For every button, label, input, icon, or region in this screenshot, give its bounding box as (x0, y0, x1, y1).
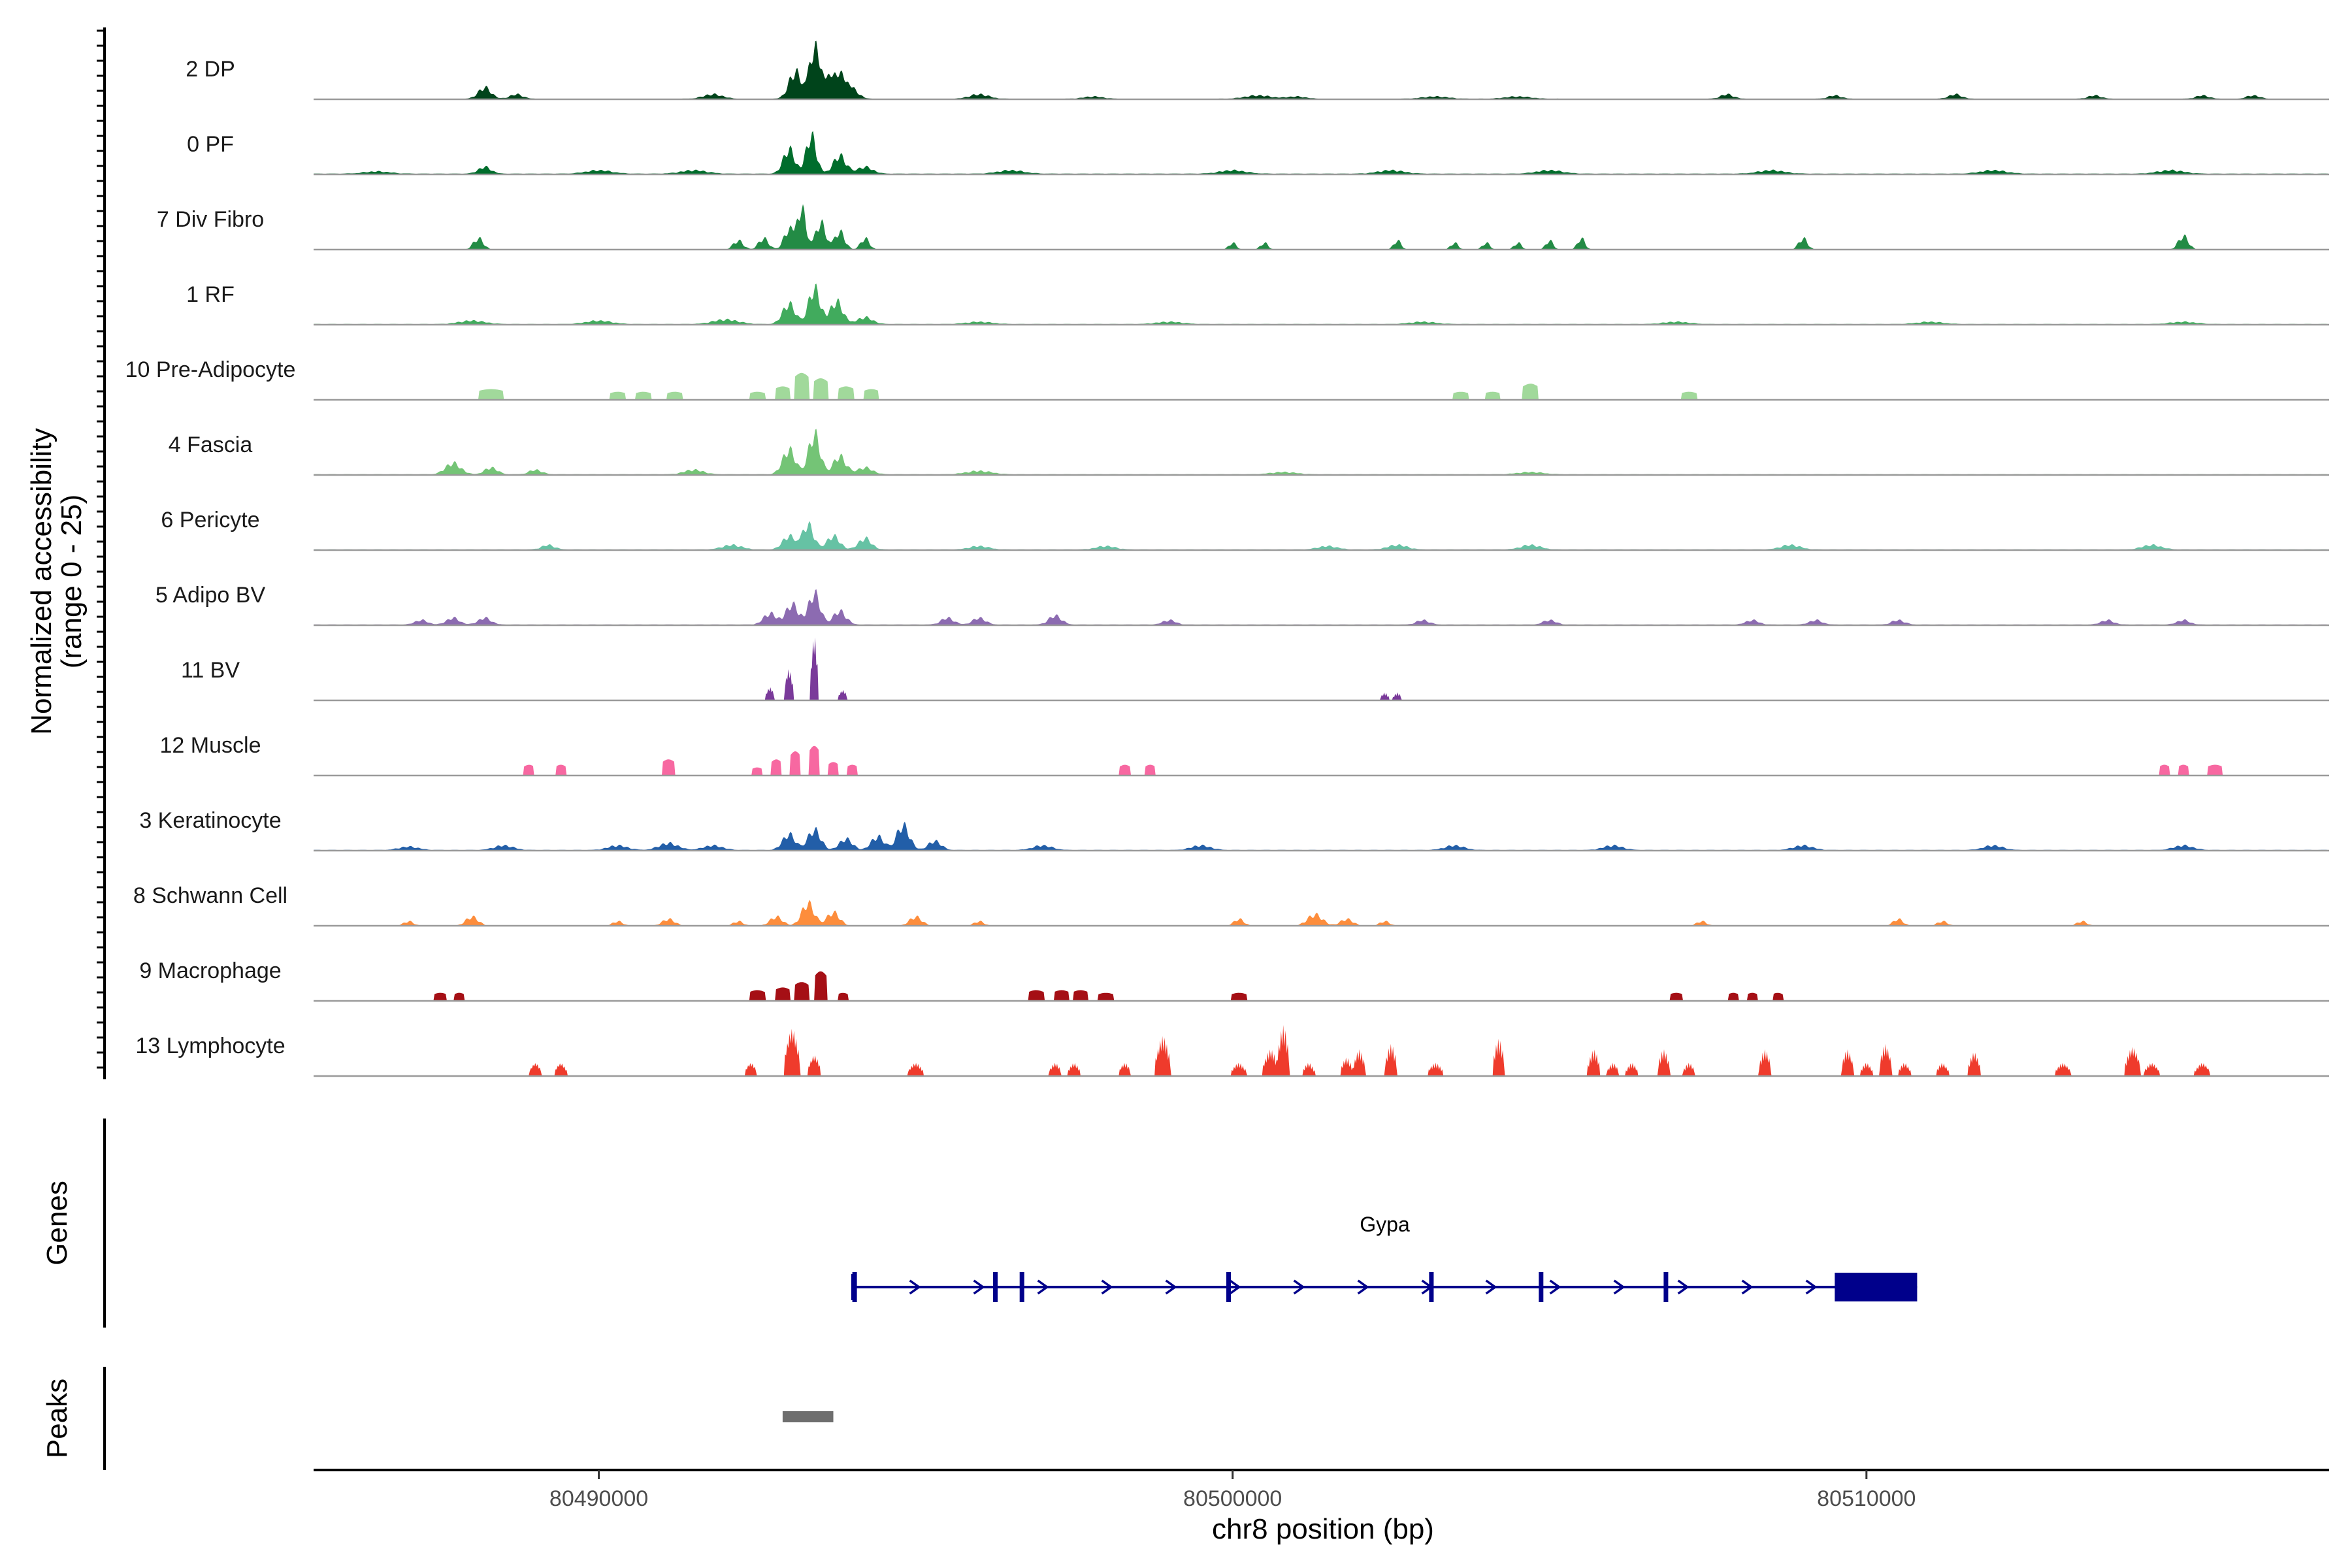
coverage-area (314, 41, 2328, 99)
strand-arrow (1101, 1279, 1113, 1295)
peaks-panel-label: Peaks (41, 1379, 73, 1458)
coverage-area (314, 589, 2328, 625)
track-label: 10 Pre-Adipocyte (125, 357, 296, 382)
coverage-area (314, 131, 2328, 174)
track-label: 2 DP (186, 57, 235, 82)
track-label: 4 Fascia (169, 433, 253, 457)
genes-panel-label: Genes (41, 1181, 73, 1266)
gene-models: Gypa (851, 1213, 1918, 1302)
strand-arrow (1613, 1279, 1625, 1295)
coverage-area (314, 1024, 2328, 1076)
gene-gypa: Gypa (851, 1213, 1918, 1302)
x-tick-label: 80490000 (549, 1486, 648, 1511)
track-label: 11 BV (181, 658, 240, 683)
gene-exon (1663, 1272, 1669, 1302)
strand-arrow (1741, 1279, 1754, 1295)
x-axis: 80490000 80500000 80510000 (314, 1469, 2329, 1511)
track-label: 9 Macrophage (139, 958, 281, 983)
strand-arrow (1549, 1279, 1561, 1295)
strand-arrow (1293, 1279, 1305, 1295)
x-axis-title: chr8 position (bp) (1212, 1513, 1434, 1545)
gene-exon (1835, 1273, 1918, 1301)
track-label: 13 Lymphocyte (135, 1034, 285, 1058)
strand-arrow (1485, 1279, 1497, 1295)
strand-arrow (1805, 1279, 1818, 1295)
coverage-tracks: 2 DP 0 PF 7 Div Fibro 1 RF 10 Pre-Adipocyte 4… (125, 41, 2329, 1077)
coverage-area (314, 204, 2328, 250)
track-7: 5 Adipo BV (155, 583, 2329, 627)
gene-exon (852, 1272, 857, 1302)
gene-exon (993, 1272, 998, 1302)
track-13: 13 Lymphocyte (135, 1024, 2329, 1077)
coverage-area (314, 971, 2328, 1001)
strand-arrow (909, 1279, 921, 1295)
track-2: 7 Div Fibro (157, 204, 2329, 251)
strand-arrow (1229, 1279, 1241, 1295)
track-9: 12 Muscle (160, 733, 2329, 777)
peaks-panel: Peaks (41, 1367, 834, 1470)
coverage-area (314, 637, 2328, 700)
track-label: 3 Keratinocyte (139, 808, 281, 833)
genes-panel: Genes Gypa (41, 1119, 1918, 1328)
coverage-area (314, 429, 2328, 475)
strand-arrow (1357, 1279, 1369, 1295)
track-label: 8 Schwann Cell (133, 883, 287, 908)
gene-exon (1226, 1272, 1231, 1302)
coverage-area (314, 900, 2328, 926)
x-tick-label: 80500000 (1183, 1486, 1282, 1511)
track-6: 6 Pericyte (161, 508, 2329, 551)
track-5: 4 Fascia (169, 429, 2329, 476)
gene-name: Gypa (1360, 1213, 1410, 1236)
peak-region (782, 1411, 834, 1422)
strand-arrow (1677, 1279, 1690, 1295)
strand-arrow (973, 1279, 985, 1295)
track-label: 6 Pericyte (161, 508, 259, 532)
x-tick-label: 80510000 (1817, 1486, 1916, 1511)
coverage-area (314, 821, 2328, 851)
track-label: 5 Adipo BV (155, 583, 266, 608)
y-axis-label: Normalized accessibility(range 0 - 25) (25, 428, 88, 734)
track-12: 9 Macrophage (139, 958, 2329, 1002)
coverage-area (314, 745, 2328, 776)
coverage-area (314, 284, 2328, 325)
peak-regions (782, 1411, 834, 1422)
track-10: 3 Keratinocyte (139, 808, 2329, 852)
strand-arrow (1165, 1279, 1177, 1295)
track-label: 1 RF (186, 282, 235, 307)
track-4: 10 Pre-Adipocyte (125, 357, 2329, 401)
gene-exon (1019, 1272, 1024, 1302)
track-8: 11 BV (181, 637, 2329, 702)
track-0: 2 DP (186, 41, 2329, 101)
track-1: 0 PF (187, 131, 2329, 176)
y-axis-title: Normalized accessibility(range 0 - 25) (25, 428, 88, 734)
gene-exon (1539, 1272, 1544, 1302)
strand-arrow (1037, 1279, 1049, 1295)
coverage-area (314, 521, 2328, 550)
track-label: 12 Muscle (160, 733, 261, 758)
y-axis-ticks (97, 27, 106, 1079)
gene-exon (1429, 1272, 1434, 1302)
track-11: 8 Schwann Cell (133, 883, 2329, 927)
track-3: 1 RF (186, 282, 2329, 326)
coverage-area (314, 372, 2328, 400)
track-label: 0 PF (187, 132, 234, 157)
track-label: 7 Div Fibro (157, 207, 264, 232)
